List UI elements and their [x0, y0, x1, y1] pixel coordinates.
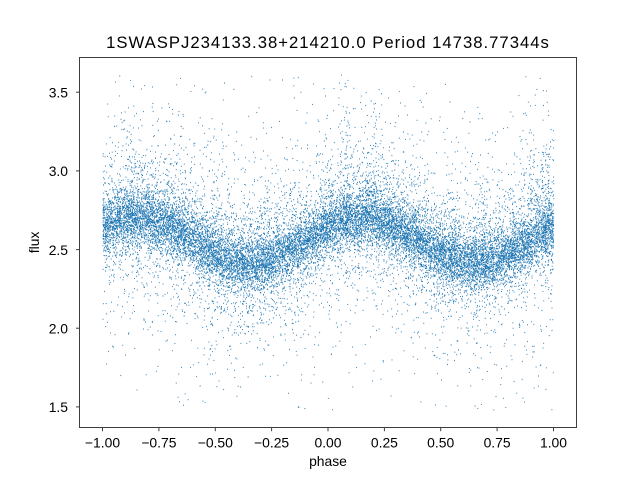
svg-text:−0.50: −0.50	[198, 434, 233, 450]
svg-text:−0.25: −0.25	[254, 434, 289, 450]
svg-text:1SWASPJ234133.38+214210.0 Peri: 1SWASPJ234133.38+214210.0 Period 14738.7…	[106, 33, 550, 52]
svg-text:flux: flux	[26, 232, 42, 254]
svg-text:2.0: 2.0	[49, 320, 69, 336]
svg-text:2.5: 2.5	[49, 242, 69, 258]
svg-text:0.00: 0.00	[314, 434, 341, 450]
svg-text:−1.00: −1.00	[85, 434, 120, 450]
svg-text:3.5: 3.5	[49, 84, 69, 100]
svg-text:−0.75: −0.75	[141, 434, 176, 450]
svg-text:3.0: 3.0	[49, 163, 69, 179]
svg-text:0.25: 0.25	[371, 434, 398, 450]
svg-text:1.00: 1.00	[540, 434, 567, 450]
svg-text:phase: phase	[309, 453, 347, 469]
svg-text:0.50: 0.50	[427, 434, 454, 450]
svg-text:0.75: 0.75	[484, 434, 511, 450]
svg-text:1.5: 1.5	[49, 399, 69, 415]
